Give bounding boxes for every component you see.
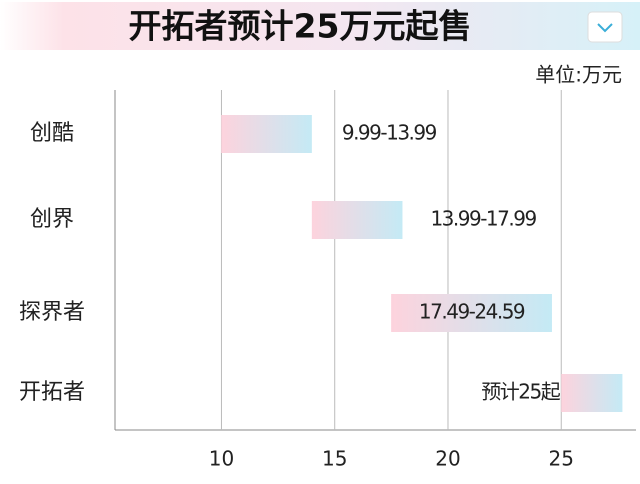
bar (311, 201, 403, 239)
value-label: 预计25起 (481, 380, 560, 404)
category-label: 创酷 (30, 121, 74, 146)
value-label: 13.99-17.99 (430, 207, 536, 231)
bar (221, 115, 312, 153)
chevron-icon (597, 23, 613, 33)
unit-label: 单位:万元 (535, 63, 622, 87)
value-label: 17.49-24.59 (419, 300, 525, 324)
value-label: 9.99-13.99 (342, 121, 437, 145)
category-label: 创界 (30, 207, 74, 232)
bar (391, 294, 552, 332)
x-tick-label: 20 (435, 447, 460, 471)
title-band (0, 2, 640, 50)
x-tick-label: 25 (549, 447, 574, 471)
bar (561, 374, 623, 412)
chart-title: 开拓者预计25万元起售 (129, 7, 472, 46)
dropdown-button[interactable] (587, 11, 623, 43)
category-label: 开拓者 (19, 380, 85, 405)
x-tick-label: 15 (322, 447, 347, 471)
category-label: 探界者 (19, 300, 85, 325)
x-tick-label: 10 (209, 447, 234, 471)
